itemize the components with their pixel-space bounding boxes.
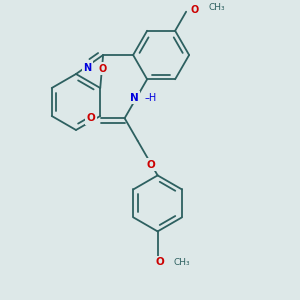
Text: O: O — [155, 257, 164, 267]
Text: O: O — [191, 5, 199, 15]
Text: CH₃: CH₃ — [174, 258, 190, 267]
Text: O: O — [146, 160, 155, 170]
Text: CH₃: CH₃ — [208, 3, 225, 12]
Text: –H: –H — [144, 93, 156, 103]
Text: N: N — [130, 93, 139, 103]
Text: N: N — [83, 62, 92, 73]
Text: O: O — [86, 113, 95, 123]
Text: O: O — [99, 64, 107, 74]
